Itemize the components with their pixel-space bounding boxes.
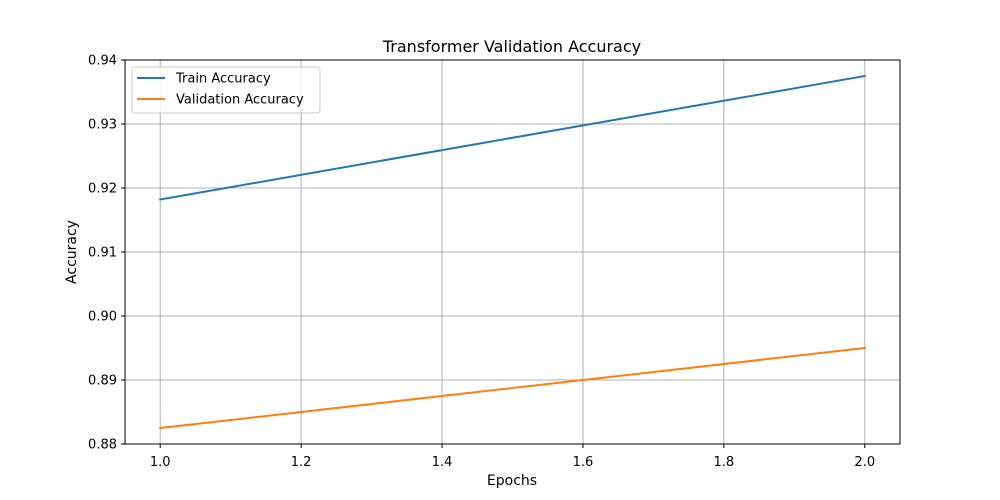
legend-label-train: Train Accuracy xyxy=(175,72,271,87)
series-line-0 xyxy=(159,74,866,201)
y-tick-label-5: 0.93 xyxy=(88,118,117,133)
x-tick-label-2: 1.4 xyxy=(432,455,453,470)
x-tick-label-5: 2.0 xyxy=(854,455,875,470)
y-tick-label-4: 0.92 xyxy=(88,182,117,197)
x-tick-label-4: 1.8 xyxy=(714,455,735,470)
x-tick-label-1: 1.2 xyxy=(291,455,312,470)
y-tick-label-2: 0.90 xyxy=(88,310,117,325)
y-tick-label-1: 0.89 xyxy=(88,374,117,389)
y-axis-label: Accuracy xyxy=(64,220,80,284)
x-tick-label-3: 1.6 xyxy=(573,455,594,470)
y-tick-label-3: 0.91 xyxy=(88,246,117,261)
y-tick-label-6: 0.94 xyxy=(88,54,117,69)
legend: Train Accuracy Validation Accuracy xyxy=(131,66,321,114)
x-tick-label-0: 1.0 xyxy=(150,455,171,470)
series-lines xyxy=(159,74,866,430)
y-axis-ticks: 0.88 0.89 0.90 0.91 0.92 0.93 0.94 xyxy=(88,54,125,453)
legend-label-validation: Validation Accuracy xyxy=(176,93,304,108)
y-tick-label-0: 0.88 xyxy=(88,438,117,453)
x-axis-label: Epochs xyxy=(487,473,537,489)
x-axis-ticks: 1.0 1.2 1.4 1.6 1.8 2.0 xyxy=(150,444,875,470)
chart-title: Transformer Validation Accuracy xyxy=(382,37,641,56)
series-line-1 xyxy=(159,346,866,430)
legend-box xyxy=(131,66,321,114)
